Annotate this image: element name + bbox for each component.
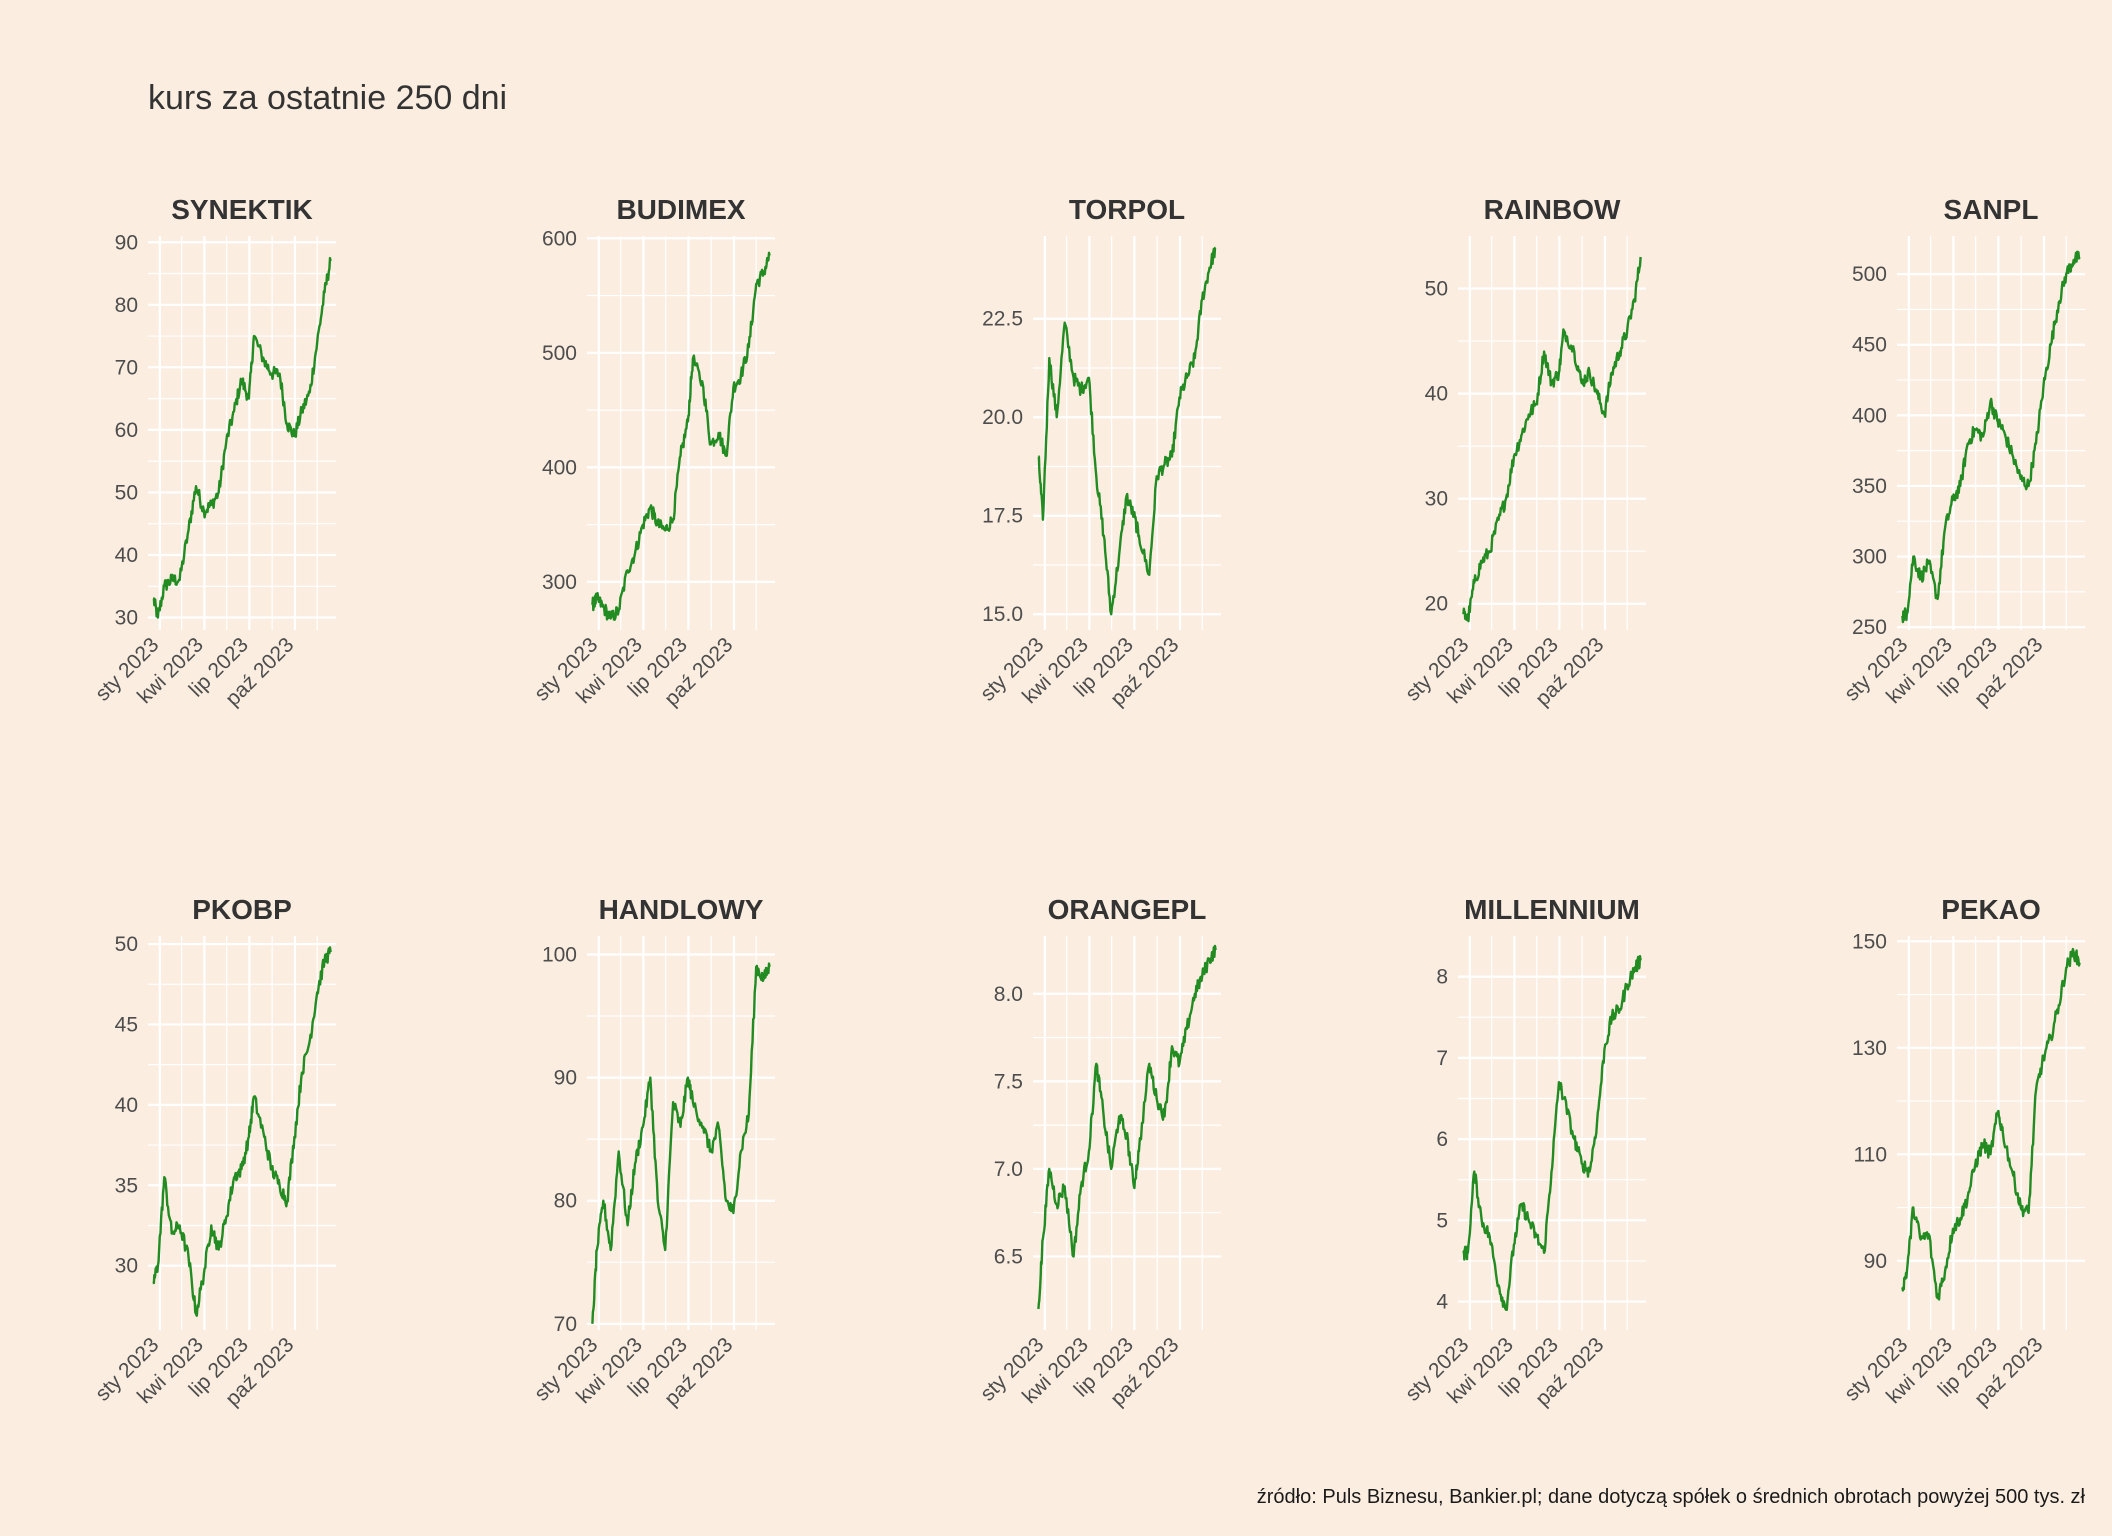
y-tick-label: 8.0 (994, 983, 1023, 1006)
price-line (591, 962, 771, 1324)
price-line (1462, 955, 1642, 1311)
y-tick-label: 6.5 (994, 1245, 1023, 1268)
y-tick-label: 17.5 (982, 505, 1023, 528)
panel-title: PKOBP (192, 894, 292, 925)
y-tick-label: 6 (1436, 1128, 1448, 1151)
panel-title: BUDIMEX (616, 194, 745, 225)
y-tick-label: 40 (1425, 383, 1448, 406)
y-tick-label: 30 (115, 1255, 138, 1278)
panel-title: PEKAO (1941, 894, 2041, 925)
figure-title: kurs za ostatnie 250 dni (148, 79, 507, 117)
y-tick-label: 80 (115, 294, 138, 317)
y-tick-label: 150 (1852, 930, 1887, 953)
y-tick-label: 30 (1425, 488, 1448, 511)
y-tick-label: 40 (115, 1094, 138, 1117)
y-tick-label: 40 (115, 544, 138, 567)
y-tick-label: 80 (554, 1190, 577, 1213)
panel-title: HANDLOWY (599, 894, 764, 925)
y-tick-label: 70 (554, 1313, 577, 1336)
price-line (591, 251, 771, 621)
y-tick-label: 7.5 (994, 1070, 1023, 1093)
y-tick-label: 8 (1436, 966, 1448, 989)
y-tick-label: 20.0 (982, 406, 1023, 429)
panel-title: SANPL (1944, 194, 2039, 225)
panel-title: TORPOL (1069, 194, 1185, 225)
y-tick-label: 22.5 (982, 308, 1023, 331)
price-line (152, 946, 332, 1317)
y-tick-label: 350 (1852, 475, 1887, 498)
panel-title: RAINBOW (1484, 194, 1621, 225)
y-tick-label: 15.0 (982, 603, 1023, 626)
price-line (1037, 246, 1217, 616)
panel-title: ORANGEPL (1048, 894, 1207, 925)
y-tick-label: 5 (1436, 1209, 1448, 1232)
y-tick-label: 500 (542, 342, 577, 365)
y-tick-label: 400 (542, 456, 577, 479)
price-line (1901, 250, 2081, 624)
y-tick-label: 90 (115, 231, 138, 254)
y-tick-label: 45 (115, 1013, 138, 1036)
price-line (1462, 256, 1642, 623)
y-tick-label: 50 (115, 933, 138, 956)
y-tick-label: 600 (542, 227, 577, 250)
y-tick-label: 4 (1436, 1291, 1448, 1314)
y-tick-label: 30 (115, 606, 138, 629)
y-tick-label: 400 (1852, 404, 1887, 427)
y-tick-label: 7 (1436, 1047, 1448, 1070)
y-tick-label: 90 (1864, 1250, 1887, 1273)
y-tick-label: 50 (115, 481, 138, 504)
y-tick-label: 450 (1852, 334, 1887, 357)
price-line (1901, 947, 2081, 1301)
y-tick-label: 60 (115, 419, 138, 442)
y-tick-label: 90 (554, 1067, 577, 1090)
figure-caption: źródło: Puls Biznesu, Bankier.pl; dane d… (1257, 1486, 2086, 1508)
y-tick-label: 250 (1852, 616, 1887, 639)
y-tick-label: 7.0 (994, 1158, 1023, 1181)
panel-title: SYNEKTIK (171, 194, 313, 225)
y-tick-label: 110 (1854, 1143, 1887, 1166)
panel-title: MILLENNIUM (1464, 894, 1640, 925)
y-tick-label: 130 (1852, 1037, 1887, 1060)
y-tick-label: 50 (1425, 278, 1448, 301)
y-tick-label: 70 (115, 356, 138, 379)
y-tick-label: 100 (542, 943, 577, 966)
y-tick-label: 35 (115, 1174, 138, 1197)
y-tick-label: 20 (1425, 593, 1448, 616)
y-tick-label: 500 (1852, 263, 1887, 286)
price-line (1037, 944, 1217, 1310)
y-tick-label: 300 (1852, 546, 1887, 569)
y-tick-label: 300 (542, 571, 577, 594)
price-line (152, 256, 332, 619)
